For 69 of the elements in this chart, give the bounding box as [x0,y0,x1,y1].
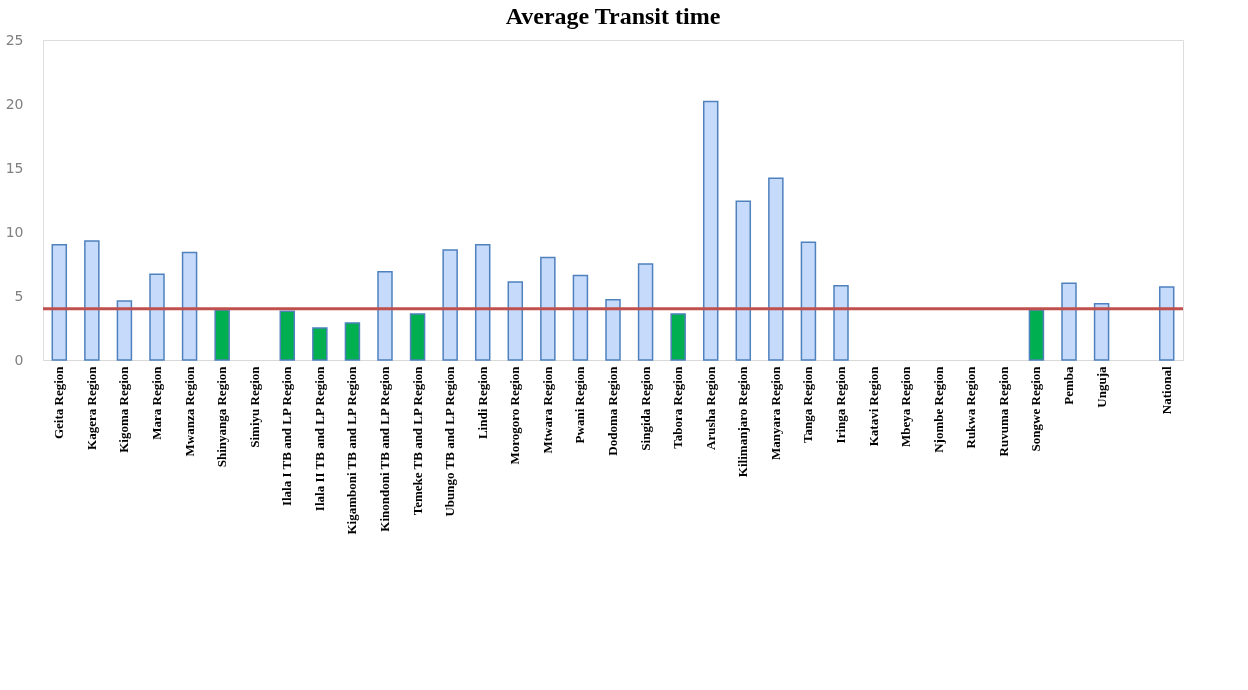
x-tick-label: Geita Region [51,365,67,440]
bar [181,251,198,361]
x-tick-label: Lindi Region [474,365,490,440]
bar [116,300,133,361]
bar [84,240,100,361]
x-tick-label: Arusha Region [702,365,718,450]
x-tick-label: Simiyu Region [246,365,262,448]
x-tick-label: Njombe Region [930,365,946,453]
bar [507,281,524,361]
chart-title: Average Transit time [505,3,721,29]
x-tick-label: Kagera Region [83,365,99,450]
bar [735,200,752,361]
x-tick-label: Ruvuma Region [995,365,1011,457]
y-tick-label: 10 [5,223,24,240]
x-tick-label: Katavi Region [865,365,881,447]
x-tick-label: Iringa Region [833,365,848,444]
x-tick-label: Singida Region [637,365,653,451]
x-tick-label: Kilimanjaro Region [735,365,751,478]
bar [51,244,68,361]
bar [833,285,849,361]
bar [474,244,491,361]
x-tick-label: Tabora Region [670,365,686,449]
x-tick-label: Ilala I TB and LP Region [279,365,295,507]
bar [1061,282,1077,361]
bar [702,100,719,361]
bar [605,299,621,361]
x-tick-label: Shinyanga Region [214,365,230,468]
bar [637,263,654,361]
x-tick-label: Ubungo TB and LP Region [442,365,458,517]
y-tick-label: 0 [14,351,24,368]
x-tick-label: Kinondoni TB and LP Region [377,365,392,532]
x-tick-label: Mtwara Region [539,365,555,454]
bar [800,241,817,361]
bar [1158,286,1175,361]
x-tick-label: Unguja [1093,366,1109,408]
y-tick-label: 20 [5,95,24,112]
bar [768,177,784,361]
bar [572,274,589,361]
y-tick-label: 5 [14,287,24,304]
x-tick-label: Kigamboni TB and LP Region [344,365,360,535]
x-tick-label: Dodoma Region [605,365,620,456]
bar [377,270,393,361]
x-tick-label: Mwanza Region [181,365,197,457]
bar [1093,302,1110,361]
bar [149,273,165,361]
x-tick-label: Manyara Region [767,365,783,461]
x-tick-label: National [1158,366,1174,415]
x-tick-label: Morogoro Region [507,365,523,465]
x-tick-label: Kigoma Region [116,365,132,453]
x-tick-label: Pemba [1061,366,1076,405]
bar [312,327,328,361]
bar [214,309,230,361]
bar [344,322,361,361]
bar [670,313,686,361]
x-tick-label: Rukwa Region [963,365,979,449]
bar [442,249,458,361]
x-tick-label: Ilala II TB and LP Region [311,365,327,512]
y-tick-label: 15 [5,159,24,176]
x-tick-label: Songwe Region [1028,365,1044,452]
x-tick-label: Tanga Region [800,365,816,443]
y-tick-label: 25 [5,31,24,48]
bar [1028,309,1045,361]
bar [279,310,296,361]
x-tick-label: Mbeya Region [898,365,914,448]
bar [540,256,556,361]
x-tick-label: Mara Region [149,365,164,440]
x-tick-label: Temeke TB and LP Region [409,365,425,516]
x-tick-label: Pwani Region [572,365,588,444]
bar [409,313,426,361]
